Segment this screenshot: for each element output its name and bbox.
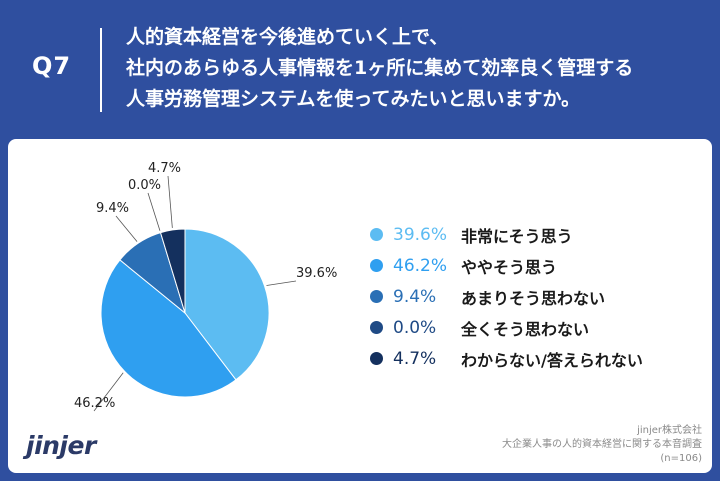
data-label: 4.7% [148, 161, 181, 176]
pie-slice [100, 259, 237, 398]
question-line-2: 社内のあらゆる人事情報を1ヶ所に集めて効率良く管理する [126, 57, 634, 79]
leader-line [147, 192, 161, 231]
legend-value: 39.6% [393, 224, 448, 245]
data-label: 39.6% [296, 266, 337, 281]
pie-slice [159, 228, 186, 314]
legend-item: 9.4% あまりそう思わない [370, 281, 700, 312]
leader-line [115, 215, 138, 242]
legend-label: 非常にそう思う [461, 226, 573, 246]
legend: 39.6% 非常にそう思う 46.2% ややそう思う 9.4% あまりそう思わな… [370, 219, 700, 374]
pie-chart: 39.6% 46.2% 9.4% 0.0% 4.7% [74, 161, 337, 412]
data-label: 9.4% [96, 201, 129, 216]
legend-value: 4.7% [393, 348, 437, 369]
legend-label: 全くそう思わない [461, 319, 590, 339]
question-line-1: 人的資本経営を今後進めていく上で、 [126, 26, 449, 48]
legend-swatch [370, 228, 383, 241]
source-note: jinjer株式会社 大企業人事の人的資本経営に関する本音調査 (n=106) [402, 424, 702, 466]
legend-label: あまりそう思わない [461, 288, 606, 308]
legend-item: 4.7% わからない/答えられない [370, 343, 700, 374]
legend-value: 0.0% [393, 317, 437, 338]
leader-line [93, 372, 124, 412]
leader-line [266, 280, 297, 286]
legend-swatch [370, 352, 383, 365]
legend-swatch [370, 290, 383, 303]
pie-slice [184, 228, 270, 381]
question-text: 人的資本経営を今後進めていく上で、 社内のあらゆる人事情報を1ヶ所に集めて効率良… [126, 22, 706, 115]
brand-logo: jinjer [26, 431, 96, 460]
source-line: jinjer株式会社 [637, 425, 702, 436]
legend-value: 9.4% [393, 286, 437, 307]
legend-label: ややそう思う [461, 257, 558, 277]
header-banner: Q7 人的資本経営を今後進めていく上で、 社内のあらゆる人事情報を1ヶ所に集めて… [0, 0, 720, 136]
legend-item: 0.0% 全くそう思わない [370, 312, 700, 343]
data-label: 46.2% [74, 396, 115, 411]
leader-line [167, 175, 173, 228]
legend-swatch [370, 259, 383, 272]
legend-value: 46.2% [393, 255, 448, 276]
chart-card: 39.6% 46.2% 9.4% 0.0% 4.7% 39.6% 非常にそう思う 46.… [8, 139, 712, 473]
question-number: Q7 [32, 52, 72, 80]
legend-swatch [370, 321, 383, 334]
legend-item: 46.2% ややそう思う [370, 250, 700, 281]
source-line: (n=106) [660, 453, 702, 464]
source-line: 大企業人事の人的資本経営に関する本音調査 [502, 439, 702, 450]
question-line-3: 人事労務管理システムを使ってみたいと思いますか。 [126, 88, 581, 110]
legend-label: わからない/答えられない [461, 350, 643, 370]
data-label: 0.0% [128, 178, 161, 193]
legend-item: 39.6% 非常にそう思う [370, 219, 700, 250]
header-divider [100, 28, 102, 112]
